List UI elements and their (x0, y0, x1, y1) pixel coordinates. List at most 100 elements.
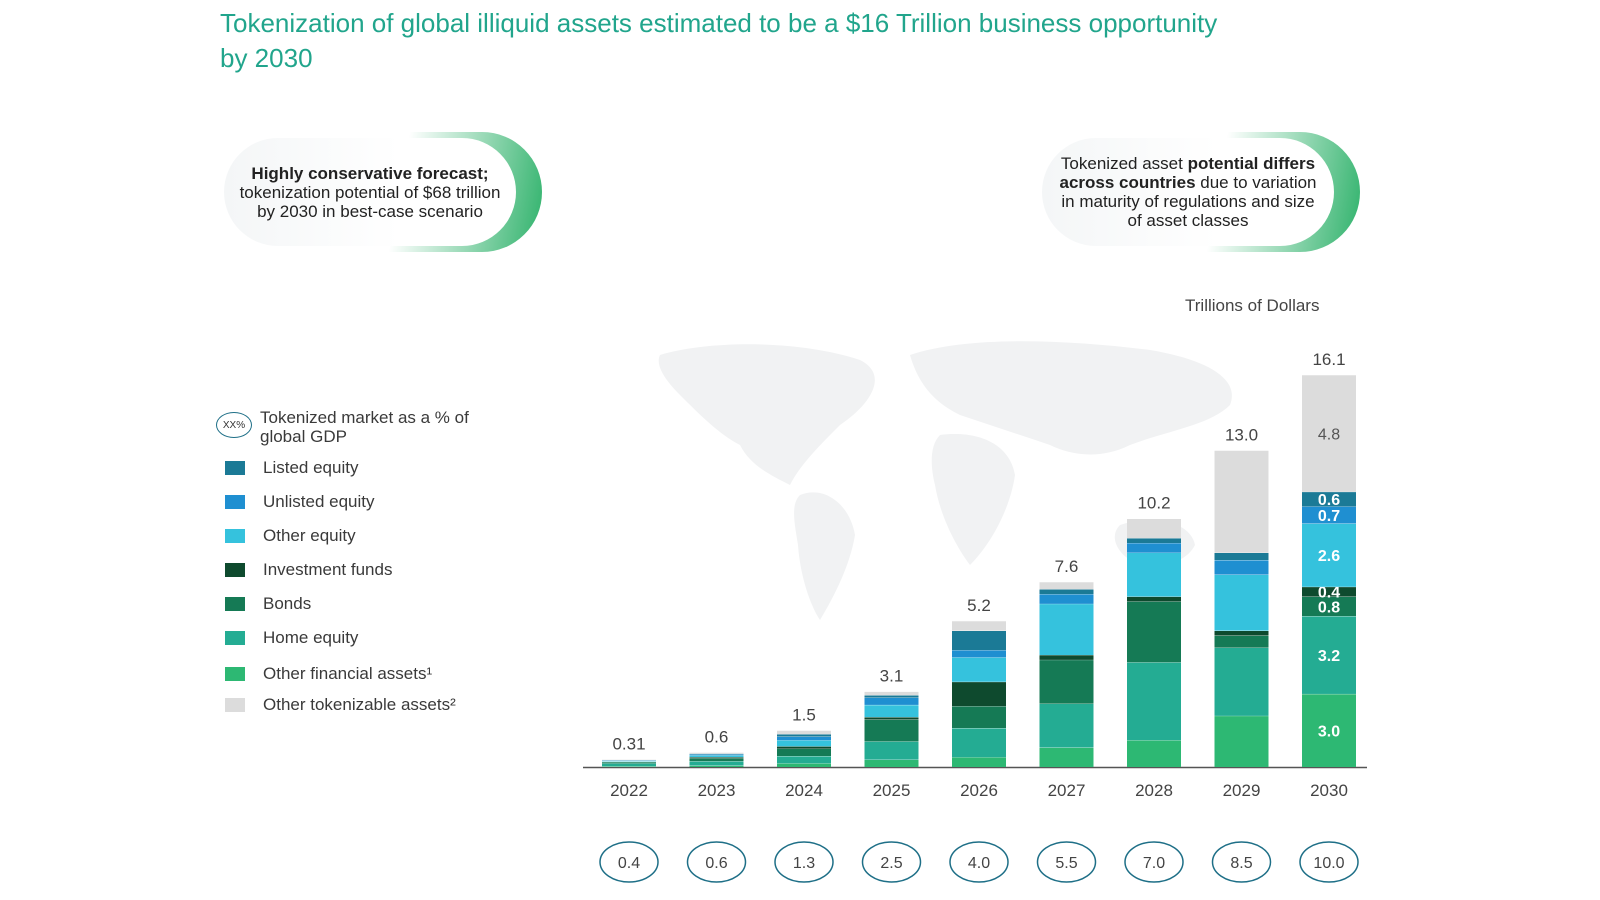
bar-segment (777, 740, 831, 747)
bar-segment (864, 697, 919, 705)
bar-segment (952, 681, 1006, 707)
callout-bold-text: potential differs across countries (1059, 154, 1316, 192)
x-tick-label: 2022 (610, 781, 648, 800)
gdp-percent-label: 0.6 (705, 855, 727, 872)
legend-gdp-label: Tokenized market as a % of global GDP (260, 408, 469, 446)
bar-segment (1127, 552, 1181, 597)
bar-segment (1214, 635, 1269, 648)
gdp-percent-oval (1036, 841, 1097, 883)
segment-value-label: 3.0 (1318, 723, 1340, 740)
bar-segment (864, 759, 919, 767)
bar-segment (1214, 450, 1269, 553)
legend-label: Bonds (263, 594, 312, 613)
bar-segment (1302, 506, 1356, 524)
callout-conservative-forecast: Highly conservative forecast; tokenizati… (222, 132, 542, 252)
bar-segment (864, 741, 919, 760)
bar-segment (777, 763, 831, 767)
bar-total-label: 16.1 (1312, 350, 1345, 369)
bar-segment (952, 728, 1006, 758)
callout-text: Highly conservative forecast; tokenizati… (224, 138, 516, 246)
bar-segment (1214, 647, 1269, 716)
legend-item-other-financial-assets: Other financial assets¹ (222, 664, 432, 684)
bar-segment (602, 763, 656, 767)
bar-segment (689, 758, 744, 762)
bar-segment (689, 757, 744, 759)
legend-item-investment-funds: Investment funds (222, 560, 392, 580)
segment-value-label: 0.6 (1318, 492, 1340, 509)
gdp-percent-label: 10.0 (1313, 855, 1344, 872)
legend-swatch (225, 597, 245, 611)
bar-total-label: 3.1 (880, 667, 904, 686)
bar-segment (952, 757, 1006, 767)
bar-segment (1302, 586, 1356, 597)
bar-total-label: 0.6 (705, 727, 729, 746)
bar-segment (952, 620, 1006, 631)
gdp-percent-oval (1299, 841, 1359, 883)
bar-segment (1127, 543, 1181, 553)
gdp-percent-oval (1211, 841, 1272, 883)
bar-segment (689, 753, 744, 755)
legend-item-bonds: Bonds (222, 594, 311, 614)
gdp-percent-label: 4.0 (968, 855, 990, 872)
bar-segment (1039, 659, 1094, 704)
bar-segment (1039, 655, 1094, 660)
bar-segment (952, 630, 1006, 651)
bar-segment (1214, 715, 1269, 767)
bar-segment (1302, 693, 1356, 767)
segment-value-label: 2.6 (1318, 548, 1340, 565)
bar-segment (1127, 740, 1181, 767)
bar-segment (1302, 491, 1356, 507)
bar-segment (1039, 603, 1094, 655)
legend-swatch (225, 631, 245, 645)
gdp-percent-label: 2.5 (880, 855, 902, 872)
bar-segment (952, 650, 1006, 658)
bar-segment (864, 704, 919, 718)
legend-item-listed-equity: Listed equity (222, 458, 358, 478)
bar-segment (864, 717, 919, 720)
callout-body-text: tokenization potential of $68 trillion b… (239, 182, 501, 221)
legend-swatch (225, 667, 245, 681)
gdp-percent-label: 5.5 (1055, 855, 1077, 872)
gdp-percent-label: 8.5 (1230, 855, 1252, 872)
legend-swatch (225, 461, 245, 475)
segment-value-label: 0.8 (1318, 599, 1340, 616)
gdp-marker-icon: XX% (216, 412, 252, 438)
bar-segment (1214, 630, 1269, 636)
gdp-percent-oval (774, 841, 834, 883)
x-tick-label: 2028 (1135, 781, 1173, 800)
bar-segment (777, 734, 831, 737)
x-tick-label: 2023 (698, 781, 736, 800)
gdp-percent-oval (1124, 841, 1184, 883)
bar-total-label: 5.2 (967, 596, 991, 615)
bar-segment (1302, 523, 1356, 587)
legend-swatch (225, 495, 245, 509)
bar-total-label: 0.31 (612, 734, 645, 753)
bar-segment (689, 761, 744, 766)
bar-segment (602, 761, 656, 764)
bar-segment (1214, 552, 1269, 561)
bar-segment (1039, 589, 1094, 595)
bar-segment (864, 695, 919, 698)
x-tick-label: 2024 (785, 781, 823, 800)
bar-total-label: 13.0 (1225, 425, 1258, 444)
bar-segment (1039, 703, 1094, 748)
bar-total-label: 1.5 (792, 705, 816, 724)
x-tick-label: 2025 (873, 781, 911, 800)
callout-text: Tokenized asset potential differs across… (1042, 138, 1334, 246)
bar-segment (1127, 518, 1181, 539)
bar-segment (777, 748, 831, 757)
x-tick-label: 2030 (1310, 781, 1348, 800)
bar-total-label: 10.2 (1137, 494, 1170, 513)
legend-item-home-equity: Home equity (222, 628, 358, 648)
legend-label: Unlisted equity (263, 492, 375, 511)
bar-segment (1302, 375, 1356, 492)
legend-label: Listed equity (263, 458, 359, 477)
bar-segment (1302, 596, 1356, 617)
segment-value-label: 0.4 (1318, 585, 1340, 602)
legend-item-unlisted-equity: Unlisted equity (222, 492, 375, 512)
legend-label: Other equity (263, 526, 356, 545)
gdp-percent-oval (949, 841, 1009, 883)
bar-segment (864, 719, 919, 742)
bar-segment (689, 765, 744, 767)
